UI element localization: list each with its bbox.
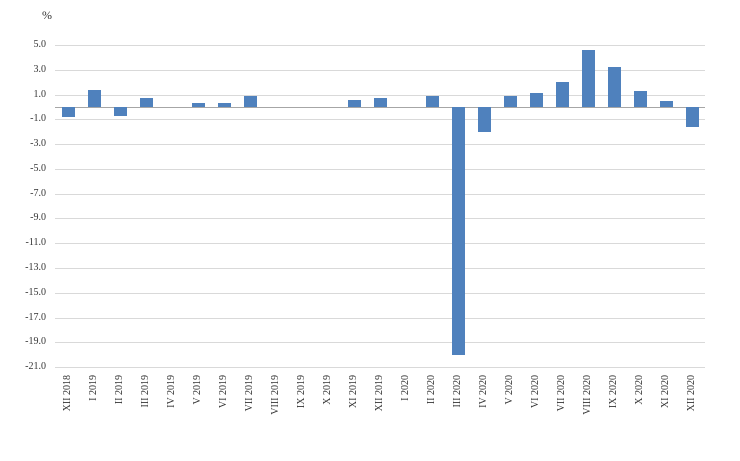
- y-tick-label: -19.0: [25, 336, 46, 348]
- x-tick-label: IX 2020: [608, 375, 619, 409]
- bar-vi-2020: [529, 93, 543, 107]
- x-tick-label: II 2019: [114, 375, 125, 405]
- gridline: [55, 193, 705, 195]
- gridline: [55, 342, 705, 344]
- bar-xi-2020: [659, 100, 673, 107]
- y-tick-label: -1.0: [30, 113, 46, 125]
- y-tick-label: -11.0: [25, 237, 46, 249]
- gridline: [55, 292, 705, 294]
- bar-vii-2019: [243, 95, 257, 107]
- x-tick-label: IV 2019: [166, 375, 177, 408]
- zero-axis-line: [55, 106, 705, 108]
- y-axis-unit-label: %: [42, 8, 52, 22]
- x-tick-label: I 2019: [88, 375, 99, 401]
- x-tick-label: VIII 2020: [582, 375, 593, 415]
- y-tick-label: -3.0: [30, 138, 46, 150]
- y-tick-label: -9.0: [30, 212, 46, 224]
- x-tick-label: X 2020: [634, 375, 645, 405]
- x-tick-label: X 2019: [322, 375, 333, 405]
- x-tick-label: VIII 2019: [270, 375, 281, 415]
- bar-v-2020: [503, 95, 517, 107]
- x-tick-label: XI 2020: [660, 375, 671, 409]
- x-tick-label: XII 2020: [686, 375, 697, 412]
- x-tick-label: II 2020: [426, 375, 437, 405]
- gridline: [55, 94, 705, 96]
- bar-iv-2020: [477, 106, 491, 132]
- x-tick-label: VII 2019: [244, 375, 255, 412]
- y-tick-label: -5.0: [30, 162, 46, 174]
- x-tick-label: III 2020: [452, 375, 463, 408]
- bar-xi-2019: [347, 99, 361, 107]
- bar-xii-2018: [61, 106, 75, 117]
- x-tick-label: V 2020: [504, 375, 515, 405]
- bar-xii-2019: [373, 98, 387, 107]
- y-tick-label: 1.0: [33, 88, 47, 100]
- x-tick-label: VII 2020: [556, 375, 567, 412]
- bar-ii-2020: [425, 95, 439, 107]
- gridline: [55, 119, 705, 121]
- gridline: [55, 317, 705, 319]
- gridline: [55, 243, 705, 245]
- gridline: [55, 45, 705, 46]
- bar-vii-2020: [555, 82, 569, 107]
- gridline: [55, 218, 705, 220]
- bar-i-2019: [87, 89, 101, 107]
- bar-xii-2020: [685, 106, 699, 127]
- bar-iii-2020: [451, 106, 465, 355]
- x-tick-label: I 2020: [400, 375, 411, 401]
- y-tick-label: 5.0: [33, 39, 47, 50]
- bar-vi-2019: [217, 103, 231, 107]
- x-tick-label: III 2019: [140, 375, 151, 408]
- y-tick-label: -7.0: [30, 187, 46, 199]
- y-tick-label: -17.0: [25, 311, 46, 323]
- x-axis-tick-labels: XII 2018 I 2019 II 2019 III 2019 IV 2019 V 20…: [55, 367, 705, 461]
- x-tick-label: VI 2020: [530, 375, 541, 409]
- gridline: [55, 367, 705, 368]
- gridline: [55, 168, 705, 170]
- bar-iii-2019: [139, 98, 153, 107]
- bar-ix-2020: [607, 67, 621, 107]
- y-tick-label: -15.0: [25, 286, 46, 298]
- y-tick-label: 3.0: [33, 63, 47, 75]
- x-tick-label: V 2019: [192, 375, 203, 405]
- y-tick-label: -21.0: [25, 361, 46, 372]
- bar-v-2019: [191, 103, 205, 107]
- y-tick-label: -13.0: [25, 261, 46, 273]
- gridline: [55, 267, 705, 269]
- x-tick-label: VI 2019: [218, 375, 229, 409]
- gridline: [55, 144, 705, 146]
- x-tick-label: XI 2019: [348, 375, 359, 409]
- x-tick-label: IV 2020: [478, 375, 489, 408]
- x-tick-label: XII 2018: [62, 375, 73, 412]
- bar-ii-2019: [113, 106, 127, 116]
- plot-area: [55, 45, 705, 368]
- x-tick-label: IX 2019: [296, 375, 307, 409]
- gridline: [55, 69, 705, 71]
- bar-x-2020: [633, 90, 647, 107]
- x-tick-label: XII 2019: [374, 375, 385, 412]
- bar-viii-2020: [581, 50, 595, 107]
- y-axis-tick-labels: 5.0 3.0 1.0 -1.0 -3.0 -5.0 -7.0 -9.0 -11.0 -13.0 -…: [0, 39, 48, 372]
